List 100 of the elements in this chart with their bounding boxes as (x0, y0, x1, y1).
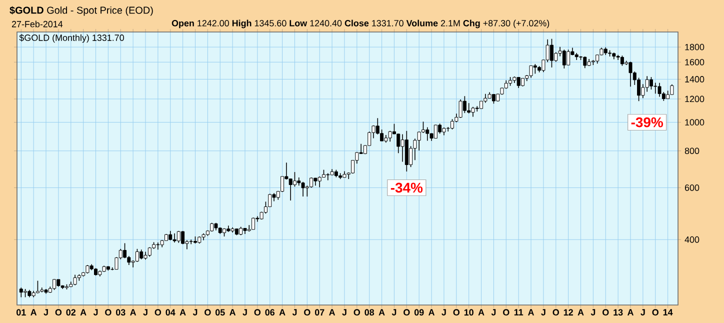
x-tick-label: J (93, 309, 98, 316)
x-tick-label: O (304, 309, 310, 316)
x-tick-label: O (602, 309, 609, 316)
candlestick (189, 239, 193, 245)
candlestick (36, 280, 40, 294)
x-tick-label: A (578, 309, 584, 316)
y-tick-label: 1200 (685, 96, 704, 102)
x-tick-label: O (354, 309, 360, 316)
candlestick (562, 49, 566, 69)
candlestick (670, 84, 674, 96)
x-tick-label: O (105, 309, 112, 316)
x-tick-label: A (279, 309, 286, 316)
x-tick-label: J (442, 309, 446, 316)
x-tick-label: 05 (215, 309, 225, 316)
x-tick-label: J (541, 309, 546, 316)
x-tick-label: J (44, 309, 48, 316)
x-tick-label: J (192, 309, 198, 316)
x-tick-label: O (55, 309, 62, 316)
candlestick (533, 64, 537, 74)
x-tick-label: 11 (514, 309, 524, 316)
candlestick (649, 76, 653, 90)
candlestick (73, 274, 77, 286)
candlestick (380, 129, 384, 142)
candlestick (148, 246, 152, 258)
candlestick (326, 172, 330, 181)
y-tick-label: 1600 (685, 58, 704, 66)
candlestick (620, 55, 624, 66)
x-tick-label: O (503, 309, 510, 316)
candlestick (288, 178, 292, 201)
x-tick-label: A (30, 309, 37, 316)
annotation: $GOLD (Monthly) 1331.70 (19, 34, 124, 43)
annotation: -39% (631, 117, 663, 128)
x-tick-label: A (180, 309, 186, 316)
candlestick (318, 176, 322, 188)
y-tick-label: 1800 (685, 44, 704, 50)
y-tick-label: 1000 (685, 119, 704, 126)
x-tick-label: 02 (66, 309, 76, 316)
candlestick (467, 102, 471, 114)
candlestick (438, 123, 442, 134)
candlestick (140, 249, 144, 260)
candlestick (566, 49, 570, 66)
candlestick (417, 131, 421, 151)
candlestick (156, 242, 160, 250)
candlestick (462, 96, 466, 114)
y-tick-label: 1400 (685, 76, 704, 82)
x-tick-label: A (478, 309, 484, 316)
candlestick (252, 217, 256, 230)
x-tick-label: A (378, 309, 385, 316)
candlestick (583, 56, 587, 69)
candlestick (492, 94, 496, 104)
x-tick-label: 01 (16, 309, 26, 316)
x-tick-label: 14 (663, 309, 673, 316)
x-tick-label: 13 (614, 309, 623, 316)
x-tick-label: O (154, 309, 162, 316)
candlestick (172, 232, 176, 243)
x-tick-label: A (130, 309, 136, 316)
y-tick-label: 800 (684, 148, 700, 154)
x-tick-label: O (404, 309, 410, 316)
candlestick (529, 65, 533, 78)
y-tick-label: 400 (684, 236, 700, 243)
candlestick (458, 99, 462, 118)
x-tick-label: J (640, 309, 645, 316)
candlestick (168, 230, 172, 241)
candlestick (19, 287, 23, 298)
candlestick (516, 76, 520, 88)
x-tick-label: O (552, 309, 559, 316)
candlestick (292, 172, 296, 188)
x-tick-label: 08 (364, 309, 374, 316)
chart-title: $GOLD Gold - Spot Price (EOD) (10, 6, 153, 16)
x-tick-label: O (453, 309, 460, 316)
x-tick-label: 09 (414, 309, 424, 316)
x-tick-label: O (254, 309, 261, 316)
candlestick (52, 278, 56, 290)
candlestick (123, 242, 127, 259)
x-tick-label: 06 (265, 309, 275, 316)
x-tick-label: 07 (314, 309, 324, 316)
candlestick (654, 82, 658, 94)
x-tick-label: J (342, 309, 346, 316)
candlestick (426, 126, 430, 142)
x-tick-label: O (652, 309, 658, 316)
x-tick-label: J (392, 309, 396, 316)
candlestick (396, 133, 400, 154)
candlestick (450, 118, 454, 130)
candlestick (550, 38, 554, 68)
x-tick-label: J (242, 309, 247, 316)
x-tick-label: A (329, 309, 336, 316)
y-tick-label: 600 (684, 184, 700, 191)
text: Open 1242.00 High 1345.60 Low 1240.40 Close 1331.70 Volume 2.1M Chg +87.30 (+7.02%) (172, 20, 550, 28)
candlestick (388, 130, 392, 142)
x-tick-label: J (491, 309, 496, 316)
x-tick-label: 12 (564, 309, 573, 316)
x-tick-label: J (292, 309, 297, 316)
candlestick (301, 181, 305, 197)
x-tick-label: A (80, 309, 86, 316)
annotation: -34% (390, 182, 423, 193)
candlestick (645, 76, 649, 92)
candlestick (400, 134, 404, 162)
x-tick-label: O (204, 309, 211, 316)
candlestick (135, 248, 139, 262)
x-tick-label: J (590, 309, 596, 316)
